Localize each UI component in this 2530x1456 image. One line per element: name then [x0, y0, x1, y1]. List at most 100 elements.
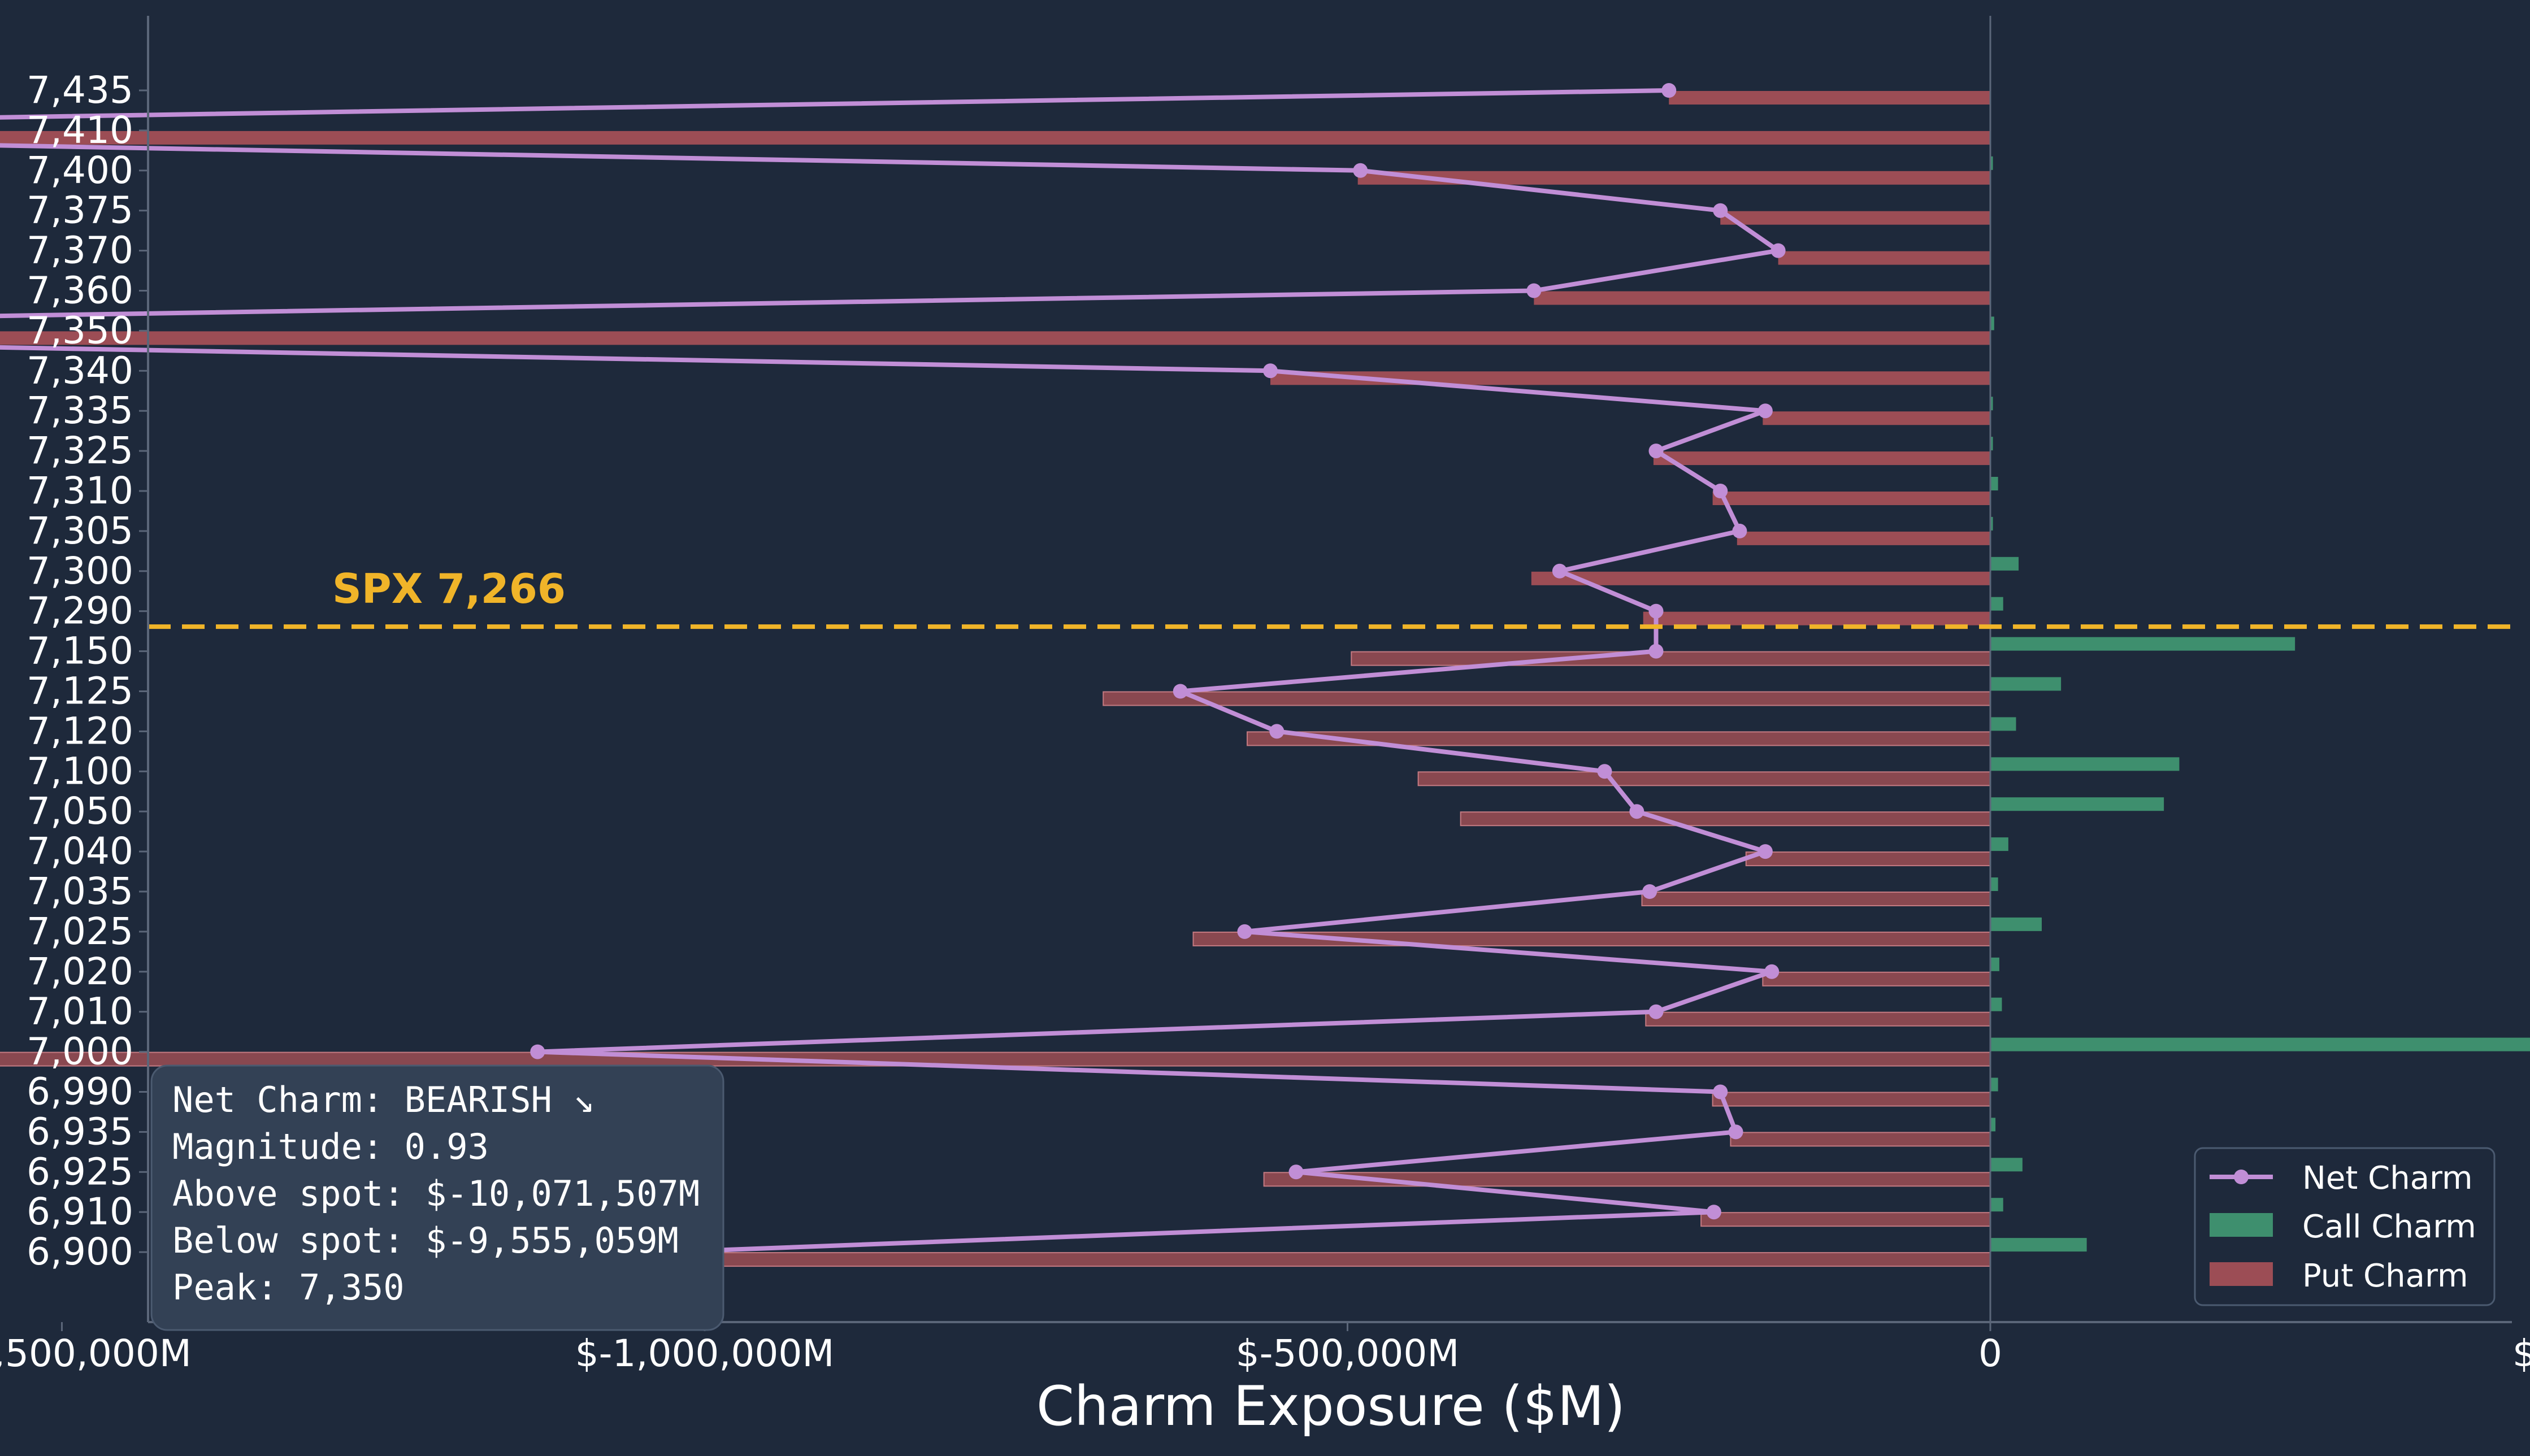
net-charm-point — [1642, 884, 1657, 899]
y-tick-label: 6,990 — [27, 1070, 133, 1114]
net-charm-point — [1706, 1205, 1721, 1220]
legend-call-charm-swatch — [2210, 1213, 2273, 1237]
net-charm-point — [1353, 163, 1368, 178]
net-charm-point — [1648, 444, 1664, 459]
y-tick-label: 7,335 — [27, 389, 133, 432]
net-charm-point — [1757, 844, 1773, 859]
put-charm-bar — [1737, 531, 1990, 545]
net-charm-point — [1263, 363, 1278, 379]
x-tick-labels: $-2,000,000M$-1,500,000M$-1,000,000M$-50… — [0, 1322, 2530, 1375]
x-tick-label: 0 — [1978, 1332, 2002, 1375]
put-charm-bar — [1653, 451, 1990, 466]
y-tick-label: 7,300 — [27, 549, 133, 593]
summary-above-spot: Above spot: $-10,071,507M — [172, 1173, 700, 1214]
y-tick-label: 7,050 — [27, 789, 133, 833]
call-charm-bar — [1990, 717, 2016, 731]
call-charm-bar — [1990, 637, 2295, 651]
call-charm-bar — [1990, 757, 2180, 771]
put-charm-bar — [1778, 251, 1990, 265]
call-charm-bar — [1990, 917, 2042, 931]
summary-box: Net Charm: BEARISH ↘ Magnitude: 0.93 Abo… — [150, 1064, 724, 1331]
put-charm-bar — [1643, 611, 1990, 625]
y-tick-label: 7,370 — [27, 229, 133, 272]
y-tick-label: 7,025 — [27, 910, 133, 953]
y-tick-label: 7,150 — [27, 629, 133, 673]
call-charm-bar — [1990, 1198, 2003, 1212]
put-charm-bar — [1103, 691, 1991, 706]
y-tick-label: 6,925 — [27, 1150, 133, 1193]
y-tick-label: 6,910 — [27, 1190, 133, 1233]
call-charm-bar — [1990, 1238, 2087, 1252]
net-charm-point — [1713, 1084, 1728, 1099]
put-charm-bar — [569, 1252, 1991, 1267]
net-charm-point — [1629, 804, 1644, 819]
put-charm-bar — [1720, 211, 1990, 225]
y-tick-label: 7,340 — [27, 349, 133, 392]
call-charm-bar — [1990, 316, 1994, 331]
call-charm-bar — [1990, 677, 2062, 691]
put-charm-bar — [1351, 651, 1991, 666]
legend-put-charm-label: Put Charm — [2302, 1258, 2468, 1294]
put-charm-bar — [0, 331, 1991, 345]
put-charm-bar — [0, 1051, 1991, 1067]
summary-peak: Peak: 7,350 — [172, 1267, 405, 1308]
net-charm-point — [1770, 243, 1786, 258]
put-charm-bar — [1534, 291, 1990, 305]
put-charm-bar — [1700, 1212, 1991, 1227]
net-charm-point — [1269, 724, 1284, 739]
y-tick-label: 7,100 — [27, 749, 133, 793]
call-charm-bar — [1990, 597, 2003, 611]
call-charm-bar — [1990, 837, 2008, 851]
legend-net-charm-marker — [2234, 1170, 2249, 1184]
net-charm-point — [1713, 484, 1728, 498]
put-charm-bar — [1417, 771, 1991, 786]
net-charm-point — [1648, 603, 1664, 619]
put-charm-bar — [1712, 492, 1990, 505]
y-tick-label: 7,035 — [27, 870, 133, 913]
y-tick-labels: 7,4357,4107,4007,3757,3707,3607,3507,340… — [27, 68, 148, 1274]
call-charm-bar — [1990, 1077, 1998, 1092]
net-charm-point — [1661, 83, 1677, 98]
summary-net-charm: Net Charm: BEARISH ↘ — [172, 1079, 594, 1120]
spot-label: SPX 7,266 — [332, 565, 566, 612]
put-charm-bar — [1645, 1011, 1991, 1027]
y-tick-label: 7,020 — [27, 950, 133, 993]
net-charm-point — [1648, 1004, 1664, 1019]
y-tick-label: 7,400 — [27, 149, 133, 192]
call-charm-bar — [1990, 477, 1998, 490]
y-tick-label: 7,410 — [27, 108, 133, 152]
put-charm-bar — [1712, 1092, 1991, 1107]
legend: Net Charm Call Charm Put Charm — [2194, 1147, 2496, 1306]
y-tick-label: 6,935 — [27, 1110, 133, 1153]
y-tick-label: 7,305 — [27, 509, 133, 553]
put-charm-bar — [1641, 892, 1991, 906]
call-charm-bar — [1990, 1158, 2023, 1172]
x-tick-label: $-1,500,000M — [0, 1332, 192, 1375]
net-charm-line — [0, 88, 1781, 1255]
y-tick-label: 7,125 — [27, 670, 133, 713]
summary-below-spot: Below spot: $-9,555,059M — [172, 1220, 679, 1261]
put-charm-bar — [1531, 571, 1990, 585]
y-tick-label: 7,435 — [27, 68, 133, 112]
net-charm-point — [530, 1044, 545, 1059]
put-charm-bar — [1460, 811, 1991, 827]
legend-put-charm-swatch — [2210, 1262, 2273, 1286]
legend-net-charm-label: Net Charm — [2302, 1160, 2473, 1197]
net-charm-point — [1764, 964, 1780, 979]
call-charm-bar — [1990, 156, 1993, 170]
net-charm-point — [1288, 1164, 1304, 1180]
y-tick-label: 7,350 — [27, 308, 133, 352]
y-tick-label: 7,010 — [27, 990, 133, 1033]
put-charm-bar — [1762, 971, 1991, 986]
call-charm-bar — [1990, 397, 1993, 411]
net-charm-point — [1597, 764, 1612, 779]
call-charm-bar — [1990, 557, 2019, 571]
put-charm-bar — [1669, 91, 1990, 105]
x-tick-label: $-1,000,000M — [575, 1332, 835, 1375]
y-tick-label: 7,360 — [27, 269, 133, 312]
x-tick-label: $+500,000M — [2512, 1332, 2530, 1375]
call-charm-bar — [1990, 516, 1993, 531]
call-charm-bar — [1990, 997, 2002, 1011]
net-charm-point — [1732, 523, 1747, 538]
put-charm-bar — [1763, 411, 1990, 425]
